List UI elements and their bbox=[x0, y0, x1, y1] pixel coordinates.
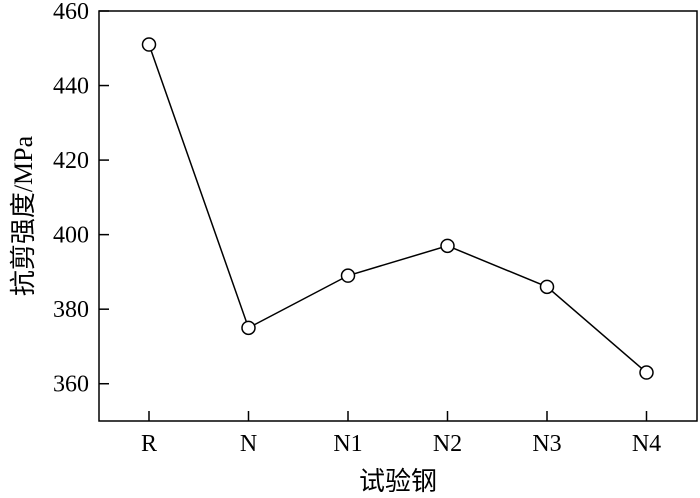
x-tick-label: N bbox=[240, 431, 257, 457]
data-point-R bbox=[141, 37, 157, 52]
x-tick-label: N4 bbox=[632, 431, 661, 457]
x-tick-label: N1 bbox=[333, 431, 362, 457]
y-axis-label: 抗剪强度/MPa bbox=[9, 135, 38, 296]
plot-frame bbox=[98, 10, 698, 422]
data-markers bbox=[141, 37, 654, 380]
y-tick-label: 380 bbox=[53, 297, 89, 323]
y-tick-label: 420 bbox=[53, 148, 89, 174]
x-axis-label: 试验钢 bbox=[359, 467, 437, 496]
y-tick-label: 440 bbox=[53, 74, 89, 100]
data-point-N1 bbox=[340, 268, 356, 283]
y-axis: 360 380 400 420 440 460 bbox=[53, 0, 109, 398]
data-point-N4 bbox=[639, 365, 654, 380]
x-tick-label: N2 bbox=[433, 431, 462, 457]
data-point-N2 bbox=[440, 238, 455, 254]
y-tick-label: 360 bbox=[53, 372, 89, 398]
y-tick-label: 400 bbox=[53, 223, 89, 249]
data-point-N3 bbox=[539, 279, 555, 295]
data-point-N bbox=[241, 320, 256, 336]
y-tick-label: 460 bbox=[53, 0, 89, 25]
x-tick-label: R bbox=[141, 431, 157, 457]
x-axis: R N N1 N2 N3 N4 bbox=[141, 411, 661, 457]
series-line bbox=[148, 44, 647, 374]
x-tick-label: N3 bbox=[532, 431, 561, 457]
